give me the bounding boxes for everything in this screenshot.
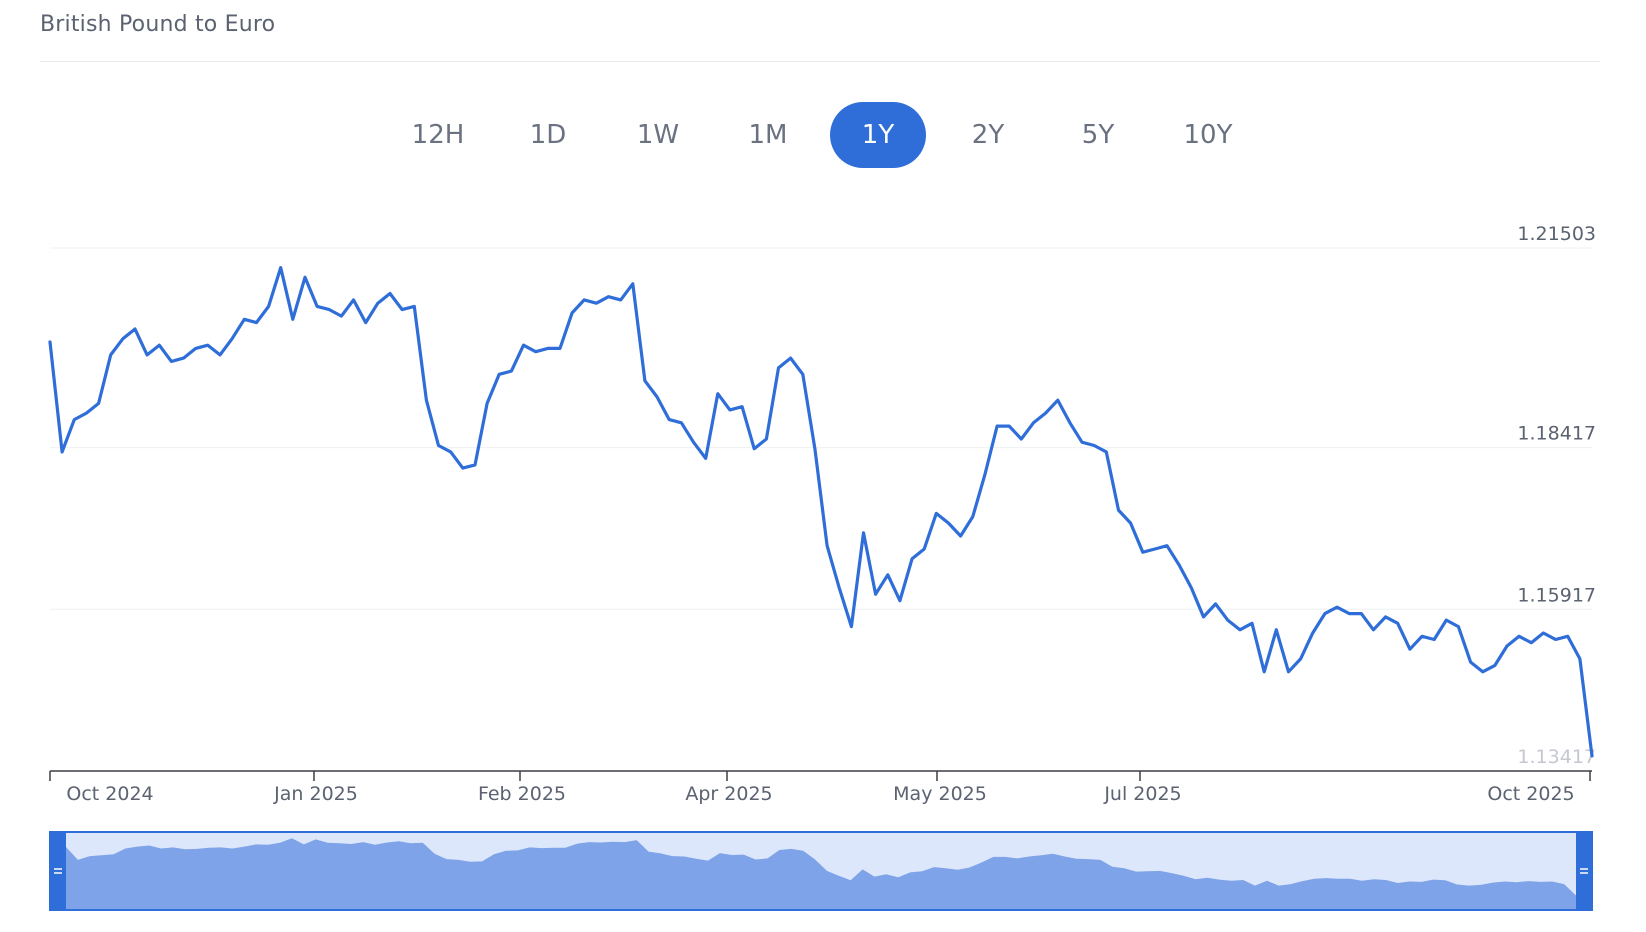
y-tick-label: 1.15917: [1517, 584, 1596, 606]
y-tick-label: 1.18417: [1517, 423, 1596, 445]
range-button-1d[interactable]: 1D: [500, 102, 596, 168]
x-tick-label: Jan 2025: [273, 783, 358, 805]
x-tick-label: Oct 2025: [1487, 783, 1574, 805]
x-tick-label: May 2025: [893, 783, 987, 805]
range-button-1w[interactable]: 1W: [610, 102, 706, 168]
x-tick-label: Jul 2025: [1103, 783, 1181, 805]
title-divider: [40, 61, 1600, 62]
series-line: [48, 266, 1594, 758]
x-tick-label: Apr 2025: [685, 783, 772, 805]
range-selector: 12H 1D 1W 1M 1Y 2Y 5Y 10Y: [390, 102, 1270, 168]
range-button-1y[interactable]: 1Y: [830, 102, 926, 168]
navigator-area: [66, 838, 1576, 909]
range-button-1m[interactable]: 1M: [720, 102, 816, 168]
x-tick-label: Oct 2024: [66, 783, 153, 805]
range-button-12h[interactable]: 12H: [390, 102, 486, 168]
range-button-2y[interactable]: 2Y: [940, 102, 1036, 168]
x-tick-label: Feb 2025: [478, 783, 566, 805]
range-button-10y[interactable]: 10Y: [1160, 102, 1256, 168]
y-tick-label: 1.21503: [1517, 223, 1596, 245]
range-button-5y[interactable]: 5Y: [1050, 102, 1146, 168]
navigator-handle-right[interactable]: [1576, 832, 1592, 910]
navigator-handle-left[interactable]: [50, 832, 66, 910]
y-tick-label: 1.13417: [1517, 746, 1596, 768]
chart-title: British Pound to Euro: [40, 12, 276, 37]
